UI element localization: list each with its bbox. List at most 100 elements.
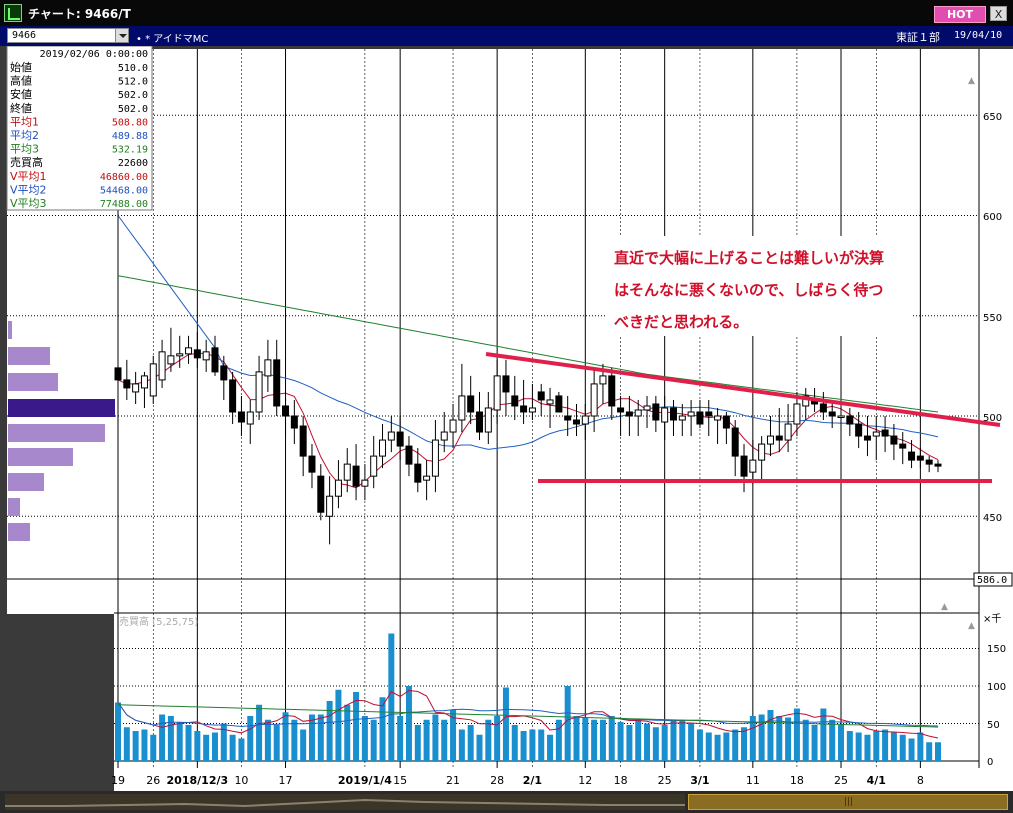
close-button[interactable]: X (990, 6, 1007, 21)
volume-bar (458, 729, 465, 761)
volume-bar (820, 708, 827, 761)
scroll-up-icon[interactable]: ▲ (968, 76, 975, 86)
date-tick-label: 21 (446, 774, 460, 787)
symbol-input[interactable] (7, 28, 117, 43)
volume-bar (935, 742, 941, 761)
info-row-value: 22600 (118, 158, 148, 169)
info-row-label: 平均1 (10, 115, 39, 128)
axis-column (979, 49, 1013, 768)
volume-bar (555, 719, 562, 761)
scroll-track[interactable] (5, 794, 685, 810)
info-row-label: 安値 (10, 87, 32, 101)
date-tick-label: 2019/1/4 (338, 774, 392, 787)
info-row-value: 512.0 (118, 77, 148, 88)
volume-unit-label: ×千 (983, 613, 1001, 625)
volume-profile-bar (8, 448, 73, 466)
volume-bar (846, 731, 853, 761)
info-row-value: 508.80 (112, 117, 148, 128)
candle-body (855, 423, 863, 437)
candle-body (766, 435, 774, 445)
candle-body (326, 495, 334, 517)
volume-bar (238, 738, 245, 761)
candle-body (484, 407, 492, 433)
candle-body (396, 431, 404, 447)
candle-body (264, 359, 272, 377)
volume-bar (203, 734, 210, 761)
price-tick-label: 600 (983, 212, 1002, 223)
scroll-thumb[interactable]: ||| (688, 794, 1008, 810)
volume-bar (802, 719, 809, 761)
candle-body (925, 459, 933, 465)
candle-body (467, 395, 475, 413)
candle-body (661, 407, 669, 423)
volume-bar (908, 738, 915, 761)
volume-bar (308, 714, 315, 761)
volume-bar (917, 732, 924, 761)
candle-body (537, 391, 545, 401)
info-row-label: 終値 (10, 101, 32, 115)
annotation-line-2: はそんなに悪くないので、しばらく待つ (614, 281, 883, 299)
date-tick-label: 19 (111, 774, 125, 787)
volume-bar (229, 734, 236, 761)
volume-bars (115, 633, 941, 761)
candle-body (414, 463, 422, 483)
info-row-value: 502.0 (118, 104, 148, 115)
candle-body (502, 375, 510, 393)
scroll-grip-icon: ||| (844, 797, 854, 807)
candle-body (290, 415, 298, 429)
scroll-up-icon[interactable]: ▲ (941, 602, 948, 612)
volume-bar (300, 729, 307, 761)
price-gridlines (7, 114, 979, 614)
moving-averages (117, 215, 939, 489)
scroll-up-icon[interactable]: ▲ (968, 621, 975, 631)
volume-bar (370, 719, 377, 761)
volume-bar (115, 702, 121, 761)
candle-body (405, 445, 413, 465)
date-axis-labels: 19 26 2018/12/3 10 17 2019/1/4 15 21 28 2/1 12 18 25… (111, 774, 924, 787)
volume-bar (432, 714, 439, 761)
volume-bar (185, 725, 192, 761)
volume-profile-bar (8, 473, 44, 491)
candle-body (140, 375, 148, 389)
candle-body (643, 405, 651, 411)
moving-average-line (117, 704, 939, 728)
candle-body (890, 435, 898, 445)
candle-body (564, 415, 572, 421)
candle-body (273, 359, 281, 407)
candle-body (590, 383, 598, 417)
volume-bar (405, 686, 412, 761)
volume-profile-bar (8, 523, 30, 541)
hot-button[interactable]: HOT (934, 6, 986, 23)
candle-body (229, 379, 237, 413)
volume-bar (529, 729, 536, 761)
candle-body (546, 399, 554, 405)
volume-bar (626, 725, 633, 761)
horizontal-scrollbar[interactable]: ||| (0, 791, 1013, 813)
volume-bar (520, 731, 527, 761)
candle-body (352, 465, 360, 487)
chevron-down-icon[interactable] (115, 28, 129, 43)
candle-body (555, 395, 563, 413)
volume-bar (855, 732, 862, 761)
info-panel: 2019/02/06 0:00:00 始値 510.0 高値 512.0 安値 502.0… (6, 46, 153, 211)
candle-body (246, 411, 254, 425)
info-panel-box (6, 46, 153, 211)
volume-bar (467, 725, 474, 761)
candle-body (687, 411, 695, 417)
candle-body (625, 411, 633, 417)
moving-average-line (117, 689, 939, 739)
volume-bar (732, 729, 739, 761)
volume-bar (494, 716, 501, 761)
candle-body (678, 415, 686, 421)
date-tick-label: 4/1 (867, 774, 886, 787)
volume-axis-labels: 150 100 50 0 (987, 644, 1006, 768)
chart-area[interactable]: 直近で大幅に上げることは難しいが決算 はそんなに悪くないので、しばらく待つ べき… (0, 46, 1013, 791)
moving-average-line (117, 275, 939, 413)
date-tick-label: 12 (578, 774, 592, 787)
candle-body (317, 475, 325, 513)
candle-body (828, 411, 836, 417)
candle-body (308, 455, 316, 473)
date-tick-label: 25 (658, 774, 672, 787)
resistance-trendline (485, 352, 1001, 427)
volume-bar (741, 727, 748, 761)
